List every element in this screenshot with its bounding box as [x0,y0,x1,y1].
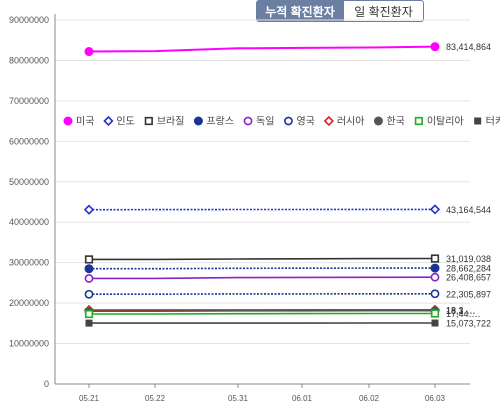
data-point [84,274,94,283]
legend-label: 미국 [76,116,94,128]
data-point [84,255,94,264]
data-point [431,319,439,327]
data-point [430,254,440,263]
x-tick-label: 06.03 [425,394,446,403]
legend-label: 러시아 [337,116,365,128]
data-label: 43,164,544 [446,205,491,215]
y-tick-label: 30000000 [9,258,49,268]
y-tick-label: 20000000 [9,298,49,308]
x-tick-label: 05.31 [228,394,249,403]
data-point [84,289,94,299]
data-point [430,263,440,273]
data-label: 28,662,284 [446,264,491,274]
legend-marker [284,116,293,126]
data-point [83,204,95,215]
x-tick-label: 06.01 [292,394,313,403]
legend-label: 영국 [296,116,314,128]
y-tick-label: 40000000 [9,217,49,227]
legend-label: 이탈리아 [427,115,464,128]
y-tick-label: 0 [44,379,49,389]
data-point [430,309,440,318]
data-point [430,42,440,52]
data-label: 83,414,864 [446,42,491,52]
data-point [84,309,94,319]
legend-marker [323,115,334,127]
data-label: 17,44‥‥ [446,309,481,319]
series-line [89,312,435,315]
data-label: 18,1‥‥ [446,306,476,316]
legend-label: 터키 [486,116,500,128]
data-label: 18,3‥‥ [446,305,476,315]
data-label: 15,073,722 [446,319,491,329]
data-label: 22,305,897 [446,289,491,299]
legend-marker [103,115,114,127]
legend-label: 인도 [116,116,134,128]
data-point [84,47,94,57]
y-tick-label: 90000000 [9,15,49,25]
data-point [430,272,440,282]
tab-daily-cases[interactable]: 일 확진환자 [344,0,424,22]
x-tick-label: 05.21 [79,394,100,403]
series-line [89,267,435,270]
x-tick-label: 05.22 [145,394,166,403]
y-tick-label: 70000000 [9,96,49,106]
y-tick-label: 10000000 [9,339,49,349]
tab-cumulative-cases[interactable]: 누적 확진환자 [256,0,344,22]
data-label: 26,408,657 [446,273,491,283]
series-line [88,45,436,53]
legend-label: 프랑스 [206,116,234,128]
legend-label: 한국 [386,116,404,128]
legend-marker [474,117,482,125]
data-label: 31,019,038 [446,254,491,264]
data-point [429,204,441,215]
legend-marker [243,116,253,126]
series-line [89,276,436,280]
y-tick-label: 50000000 [9,177,49,187]
data-point [84,264,94,274]
legend-marker [63,116,73,126]
legend-marker [414,116,423,126]
y-tick-label: 60000000 [9,136,49,146]
legend-marker [144,116,153,126]
data-point [430,289,440,299]
chart-tab-group: 누적 확진환자 일 확진환자 [256,0,424,22]
x-tick-label: 06.02 [359,394,380,403]
data-point [85,319,93,327]
series-line [89,257,436,261]
y-tick-label: 80000000 [9,55,49,65]
legend-marker [373,116,383,126]
legend-label: 독일 [256,116,274,128]
legend-marker [193,116,203,126]
series-line [89,309,435,313]
legend-label: 브라질 [157,116,185,128]
